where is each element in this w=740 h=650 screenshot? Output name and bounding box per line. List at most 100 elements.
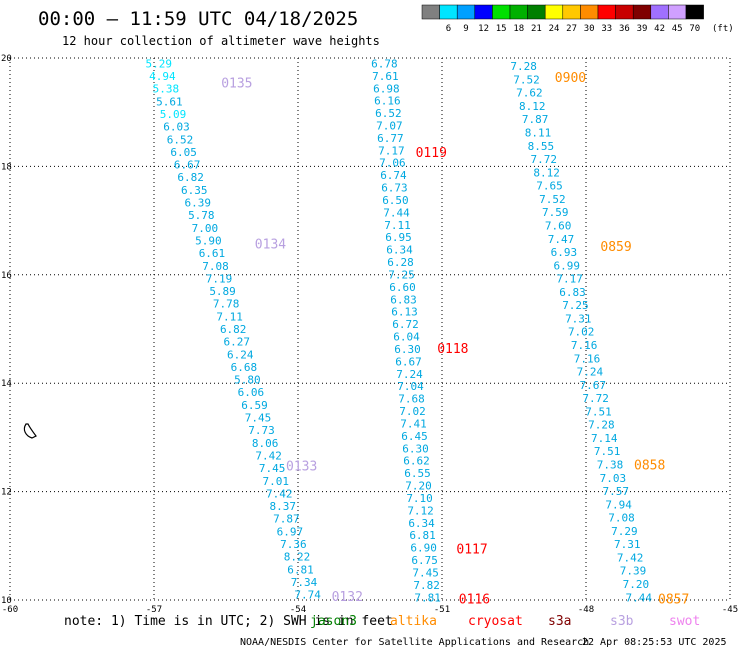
colorbar-tick-label: 18 [513,24,524,34]
pass-time-label: 0133 [286,460,317,475]
wave-height-label: 8.06 [252,437,279,450]
wave-height-label: 6.97 [277,525,304,538]
wave-height-label: 6.68 [231,361,258,374]
wave-height-label: 7.82 [413,579,440,592]
wave-height-label: 7.11 [384,219,411,232]
legend-entry-jason3: jason3 [310,614,357,629]
colorbar-tick-label: 39 [637,24,648,34]
wave-height-label: 8.55 [528,140,555,153]
pass-time-label: 0119 [416,146,447,161]
wave-height-label: 7.59 [542,206,569,219]
wave-height-label: 8.22 [284,551,311,564]
colorbar-swatch [492,4,511,20]
wave-height-label: 6.99 [554,259,581,272]
wave-height-label: 7.67 [579,379,606,392]
colorbar-unit: (ft) [712,24,734,34]
colorbar-tick-label: 12 [478,24,489,34]
colorbar-swatch [456,4,476,20]
wave-height-label: 7.39 [620,565,647,578]
y-tick-label: 20 [1,54,12,64]
wave-height-label: 6.62 [403,455,430,468]
wave-height-label: 7.06 [379,157,406,170]
wave-height-label: 7.73 [248,424,275,437]
wave-height-label: 6.74 [380,169,407,182]
x-tick-label: -45 [722,605,738,615]
colorbar-swatch [615,4,634,20]
wave-height-label: 7.68 [398,393,425,406]
wave-height-label: 7.20 [405,480,432,493]
y-tick-label: 12 [1,488,12,498]
colorbar-swatch [544,4,564,20]
wave-height-label: 7.10 [406,492,433,505]
legend-entry-altika: altika [390,614,437,629]
wave-height-label: 7.72 [531,153,558,166]
colorbar-tick-label: 30 [584,24,595,34]
wave-height-label: 7.31 [565,312,592,325]
colorbar-tick-label: 45 [672,24,683,34]
wave-height-label: 7.47 [548,233,575,246]
wave-height-label: 6.67 [395,355,422,368]
track-s3b: 5.294.945.385.615.096.036.526.056.676.82… [146,57,363,605]
wave-height-label: 7.45 [259,462,286,475]
wave-height-label: 6.04 [393,331,420,344]
wave-height-label: 5.61 [156,95,183,108]
wave-height-label: 7.41 [400,417,427,430]
colorbar-swatch [421,4,440,20]
wave-height-label: 7.74 [294,589,321,602]
colorbar-swatch [474,4,493,20]
wave-height-label: 6.03 [163,121,190,134]
x-tick-label: -60 [2,605,18,615]
wave-height-label: 6.55 [404,467,431,480]
colorbar-tick-label: 6 [446,24,451,34]
chart-title: 00:00 – 11:59 UTC 04/18/2025 [38,8,358,30]
wave-height-label: 7.94 [605,498,632,511]
wave-height-label: 7.87 [273,513,300,526]
wave-height-label: 6.28 [387,256,414,269]
island-outline [23,423,37,439]
wave-height-label: 6.35 [181,184,208,197]
x-tick-label: -57 [146,605,162,615]
wave-height-label: 7.03 [600,472,627,485]
wave-height-label: 7.25 [562,299,589,312]
wave-height-label: 7.65 [536,180,563,193]
colorbar-swatch [562,4,581,20]
wave-height-label: 8.12 [519,100,546,113]
y-tick-label: 18 [1,162,12,172]
wave-height-label: 6.72 [392,318,419,331]
wave-height-label: 6.30 [394,343,421,356]
pass-time-label: 0116 [459,592,490,607]
y-tick-label: 16 [1,271,12,281]
wave-height-label: 7.16 [574,352,601,365]
wave-height-label: 4.94 [149,70,176,83]
pass-time-label: 0134 [255,237,286,252]
wave-height-label: 7.87 [522,113,549,126]
wave-height-label: 6.60 [389,281,416,294]
wave-height-label: 5.09 [160,108,187,121]
wave-height-label: 7.02 [399,405,426,418]
x-tick-label: -51 [434,605,450,615]
colorbar-swatch [439,4,458,20]
footnote: note: 1) Time is in UTC; 2) SWH is in fe… [64,614,393,629]
wave-height-label: 7.52 [539,193,566,206]
colorbar-tick-label: 33 [601,24,612,34]
wave-height-label: 5.90 [195,234,222,247]
wave-height-label: 7.16 [571,339,598,352]
track-cryosat: 6.787.616.986.166.527.076.777.177.066.74… [371,57,490,607]
y-tick-label: 10 [1,596,12,606]
wave-height-label: 7.12 [407,504,434,517]
colorbar-tick-label: 27 [566,24,577,34]
wave-height-label: 7.17 [556,273,583,286]
wave-height-label: 6.61 [199,247,226,260]
wave-height-label: 7.24 [396,368,423,381]
colorbar-legend: 6 9 12 15 18 21 24 27 30 33 36 39 42 45 70 [421,4,704,34]
wave-height-label: 6.82 [177,171,204,184]
pass-time-label: 0132 [332,590,363,605]
wave-height-label: 5.89 [209,285,236,298]
wave-height-label: 7.08 [202,260,229,273]
wave-height-label: 7.72 [582,392,609,405]
wave-height-label: 6.05 [170,146,197,159]
colorbar-swatch [580,4,599,20]
wave-height-label: 6.50 [382,194,409,207]
wave-height-label: 7.51 [594,445,621,458]
wave-height-label: 7.44 [383,206,410,219]
